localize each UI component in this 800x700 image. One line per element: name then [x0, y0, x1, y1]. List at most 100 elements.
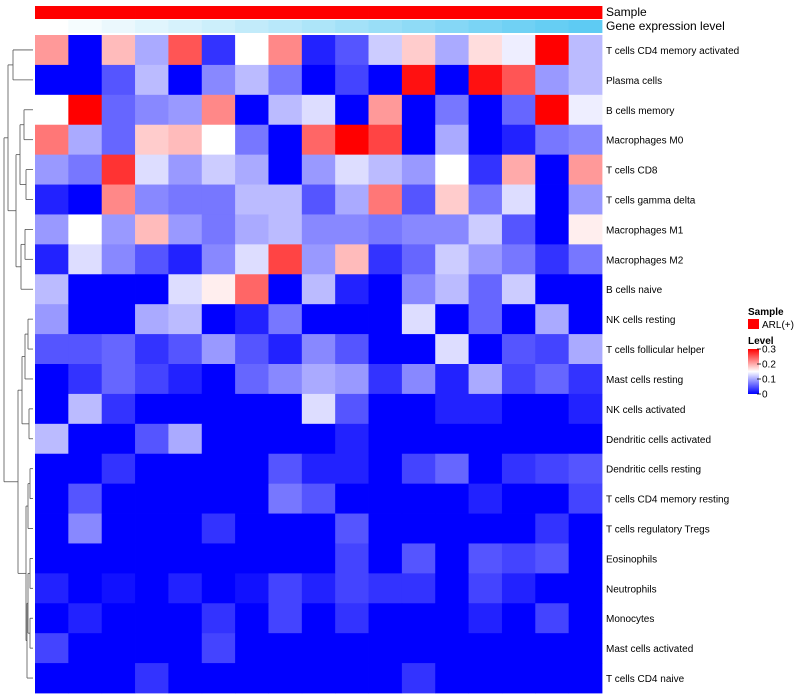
- heatmap-cell: [35, 184, 69, 215]
- heatmap-cell: [268, 304, 303, 335]
- annotation-sample-cell: [101, 6, 136, 19]
- heatmap-cell: [268, 64, 303, 96]
- heatmap-cell: [168, 244, 203, 275]
- row-label: NK cells activated: [606, 405, 685, 416]
- heatmap-cell: [301, 453, 336, 485]
- annotation-sample-cell: [135, 6, 169, 19]
- heatmap-cell: [268, 244, 303, 275]
- annotation-expression-cell: [35, 20, 69, 33]
- heatmap-cell: [568, 423, 603, 455]
- heatmap-cell: [535, 304, 570, 335]
- heatmap-cell: [335, 184, 369, 215]
- heatmap-cell: [235, 543, 269, 574]
- heatmap-cell: [435, 453, 469, 485]
- heatmap-cell: [568, 633, 603, 664]
- row-dendrogram: [3, 49, 33, 679]
- heatmap-cell: [168, 94, 203, 126]
- heatmap-cell: [168, 304, 203, 335]
- heatmap-cell: [335, 453, 369, 485]
- heatmap-cell: [435, 573, 469, 604]
- row-label: T cells CD4 naive: [606, 674, 685, 685]
- heatmap-cell: [368, 274, 403, 305]
- heatmap-cell: [435, 124, 469, 156]
- row-label: Macrophages M2: [606, 255, 684, 266]
- row-label: B cells naive: [606, 285, 663, 296]
- heatmap-cell: [368, 453, 403, 485]
- heatmap-cell: [368, 573, 403, 604]
- heatmap-cell: [35, 334, 69, 365]
- heatmap-cell: [335, 543, 369, 574]
- row-label: Mast cells activated: [606, 644, 693, 655]
- heatmap-cell: [501, 393, 536, 425]
- heatmap-cell: [335, 334, 369, 365]
- heatmap-cell: [135, 154, 169, 185]
- heatmap-cell: [101, 154, 136, 185]
- heatmap-cell: [468, 453, 503, 485]
- heatmap-cell: [301, 663, 336, 694]
- heatmap-cell: [435, 393, 469, 425]
- heatmap-cell: [535, 94, 570, 126]
- heatmap-cell: [235, 573, 269, 604]
- heatmap-cell: [301, 64, 336, 96]
- heatmap-cell: [335, 304, 369, 335]
- heatmap-cell: [135, 364, 169, 395]
- heatmap-cell: [201, 64, 236, 96]
- heatmap-cell: [201, 573, 236, 604]
- heatmap-cell: [68, 214, 103, 245]
- heatmap-cell: [101, 573, 136, 604]
- heatmap-cell: [335, 633, 369, 664]
- heatmap-cell: [101, 304, 136, 335]
- heatmap-cell: [68, 334, 103, 365]
- heatmap-cell: [435, 304, 469, 335]
- heatmap-cell: [168, 393, 203, 425]
- heatmap-cell: [468, 483, 503, 514]
- heatmap-cell: [468, 304, 503, 335]
- heatmap-cell: [568, 154, 603, 185]
- heatmap-cell: [268, 513, 303, 544]
- heatmap-cell: [568, 274, 603, 305]
- heatmap-cell: [135, 334, 169, 365]
- heatmap-cell: [168, 573, 203, 604]
- heatmap-cell: [401, 543, 436, 574]
- heatmap-cell: [101, 244, 136, 275]
- heatmap-cell: [201, 124, 236, 156]
- heatmap-cell: [501, 423, 536, 455]
- heatmap-cell: [68, 304, 103, 335]
- heatmap-cell: [468, 423, 503, 455]
- heatmap-cell: [268, 573, 303, 604]
- heatmap-cell: [435, 513, 469, 544]
- heatmap-cell: [168, 663, 203, 694]
- legend-sample-label: ARL(+): [762, 320, 794, 331]
- heatmap-cell: [135, 214, 169, 245]
- heatmap-cell: [535, 124, 570, 156]
- heatmap-cell: [468, 35, 503, 66]
- heatmap-cell: [568, 214, 603, 245]
- heatmap-cell: [435, 35, 469, 66]
- legend: Sample ARL(+) Level 0.3 0.2 0.1 0: [748, 307, 794, 401]
- heatmap-cell: [301, 184, 336, 215]
- annotation-expression-cell: [435, 20, 469, 33]
- heatmap-cell: [135, 274, 169, 305]
- heatmap-cell: [68, 94, 103, 126]
- annotation-expression-cell: [468, 20, 503, 33]
- heatmap-cell: [568, 393, 603, 425]
- heatmap-cell: [168, 453, 203, 485]
- heatmap-cell: [168, 364, 203, 395]
- annotation-sample-cell: [435, 6, 469, 19]
- heatmap-cell: [135, 124, 169, 156]
- heatmap-cell: [301, 393, 336, 425]
- heatmap-cell: [201, 154, 236, 185]
- heatmap-cell: [201, 364, 236, 395]
- heatmap-cell: [301, 334, 336, 365]
- heatmap-cell: [235, 513, 269, 544]
- heatmap-cell: [401, 603, 436, 634]
- heatmap-cell: [301, 364, 336, 395]
- heatmap-cell: [135, 453, 169, 485]
- heatmap-cell: [368, 603, 403, 634]
- heatmap-cell: [68, 453, 103, 485]
- heatmap-cell: [301, 304, 336, 335]
- heatmap-cell: [501, 274, 536, 305]
- annotation-expression-cell: [135, 20, 169, 33]
- heatmap-cell: [335, 35, 369, 66]
